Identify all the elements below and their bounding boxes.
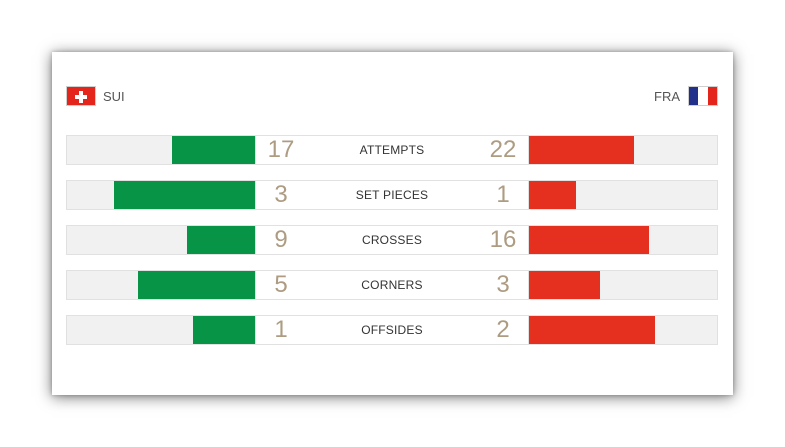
away-bar-track [528, 135, 718, 165]
stat-row-offsides: 1 OFFSIDES 2 [66, 315, 718, 345]
home-bar-track [66, 270, 256, 300]
away-value: 22 [489, 136, 517, 163]
home-team-code: SUI [103, 88, 125, 104]
away-value: 3 [496, 271, 510, 298]
away-bar-track [528, 180, 718, 210]
home-value: 3 [274, 181, 288, 208]
away-team-code: FRA [654, 88, 680, 104]
home-bar [114, 181, 255, 209]
away-value: 2 [496, 316, 510, 343]
stat-row-attempts: 17 ATTEMPTS 22 [66, 135, 718, 165]
away-bar [529, 316, 655, 344]
stat-label: CORNERS [361, 278, 423, 292]
away-bar [529, 136, 635, 164]
home-bar [172, 136, 255, 164]
home-value: 17 [267, 136, 295, 163]
stat-label: OFFSIDES [361, 323, 423, 337]
home-value: 9 [274, 226, 288, 253]
away-team: FRA [654, 85, 718, 107]
home-bar [187, 226, 255, 254]
stat-row-corners: 5 CORNERS 3 [66, 270, 718, 300]
stat-label: SET PIECES [355, 188, 429, 202]
away-bar [529, 226, 650, 254]
home-bar-track [66, 135, 256, 165]
home-value: 1 [274, 316, 288, 343]
stat-label: ATTEMPTS [359, 143, 425, 157]
switzerland-flag-icon [66, 86, 96, 106]
away-bar [529, 271, 601, 299]
france-flag-icon [688, 86, 718, 106]
stat-row-crosses: 9 CROSSES 16 [66, 225, 718, 255]
match-stats-card: SUI FRA 17 ATTEMPTS 22 3 SET PIECES 1 9 [52, 52, 733, 395]
away-value: 1 [496, 181, 510, 208]
away-value: 16 [489, 226, 517, 253]
home-bar-track [66, 315, 256, 345]
away-bar [529, 181, 576, 209]
home-bar [138, 271, 255, 299]
home-bar-track [66, 180, 256, 210]
away-bar-track [528, 270, 718, 300]
home-bar-track [66, 225, 256, 255]
home-bar [192, 316, 255, 344]
stat-row-set-pieces: 3 SET PIECES 1 [66, 180, 718, 210]
away-bar-track [528, 225, 718, 255]
away-bar-track [528, 315, 718, 345]
home-value: 5 [274, 271, 288, 298]
stat-label: CROSSES [361, 233, 423, 247]
home-team: SUI [66, 85, 125, 107]
